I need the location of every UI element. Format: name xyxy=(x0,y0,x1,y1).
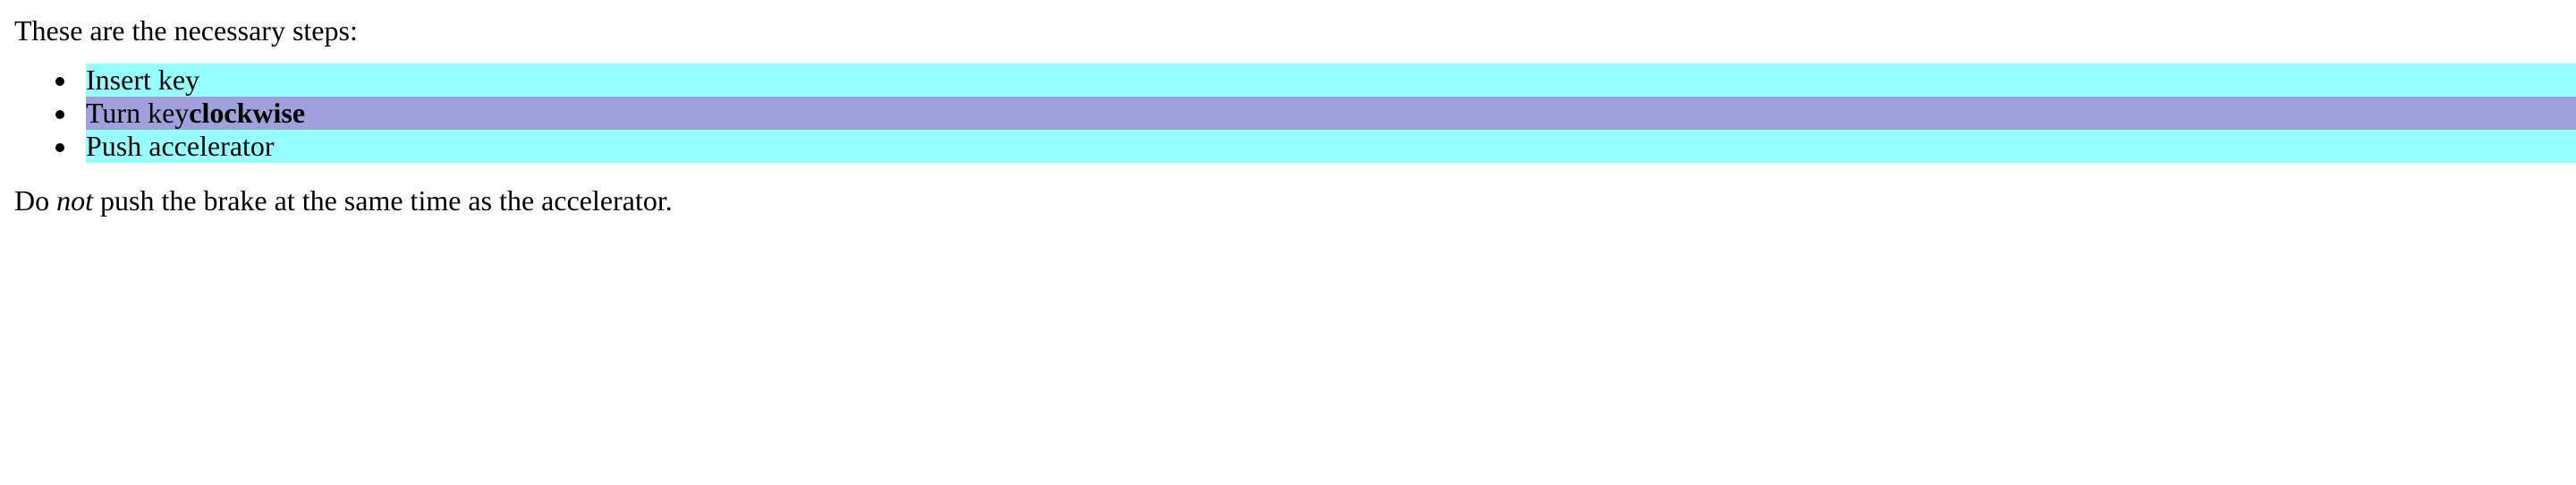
note-text-before: Do xyxy=(14,183,57,217)
step-text: Insert key xyxy=(86,63,200,96)
intro-paragraph: These are the necessary steps: xyxy=(14,14,358,47)
list-item: Push accelerator xyxy=(55,129,2576,163)
bullet-icon xyxy=(55,76,64,86)
warning-paragraph: Do not push the brake at the same time a… xyxy=(14,184,2576,217)
document-page: These are the necessary steps: Insert ke… xyxy=(0,0,2576,217)
steps-list: Insert key Turn key clockwise Push accel… xyxy=(14,63,2576,163)
bullet-icon xyxy=(55,142,64,152)
note-text-after: push the brake at the same time as the a… xyxy=(93,183,673,217)
bullet-icon xyxy=(55,109,64,119)
list-item: Turn key clockwise xyxy=(55,96,2576,130)
note-emphasis: not xyxy=(56,183,93,217)
step-bold-text: clockwise xyxy=(189,96,306,129)
list-item: Insert key xyxy=(55,63,2576,97)
step-text: Push accelerator xyxy=(86,129,275,162)
step-text: Turn key xyxy=(86,96,190,129)
